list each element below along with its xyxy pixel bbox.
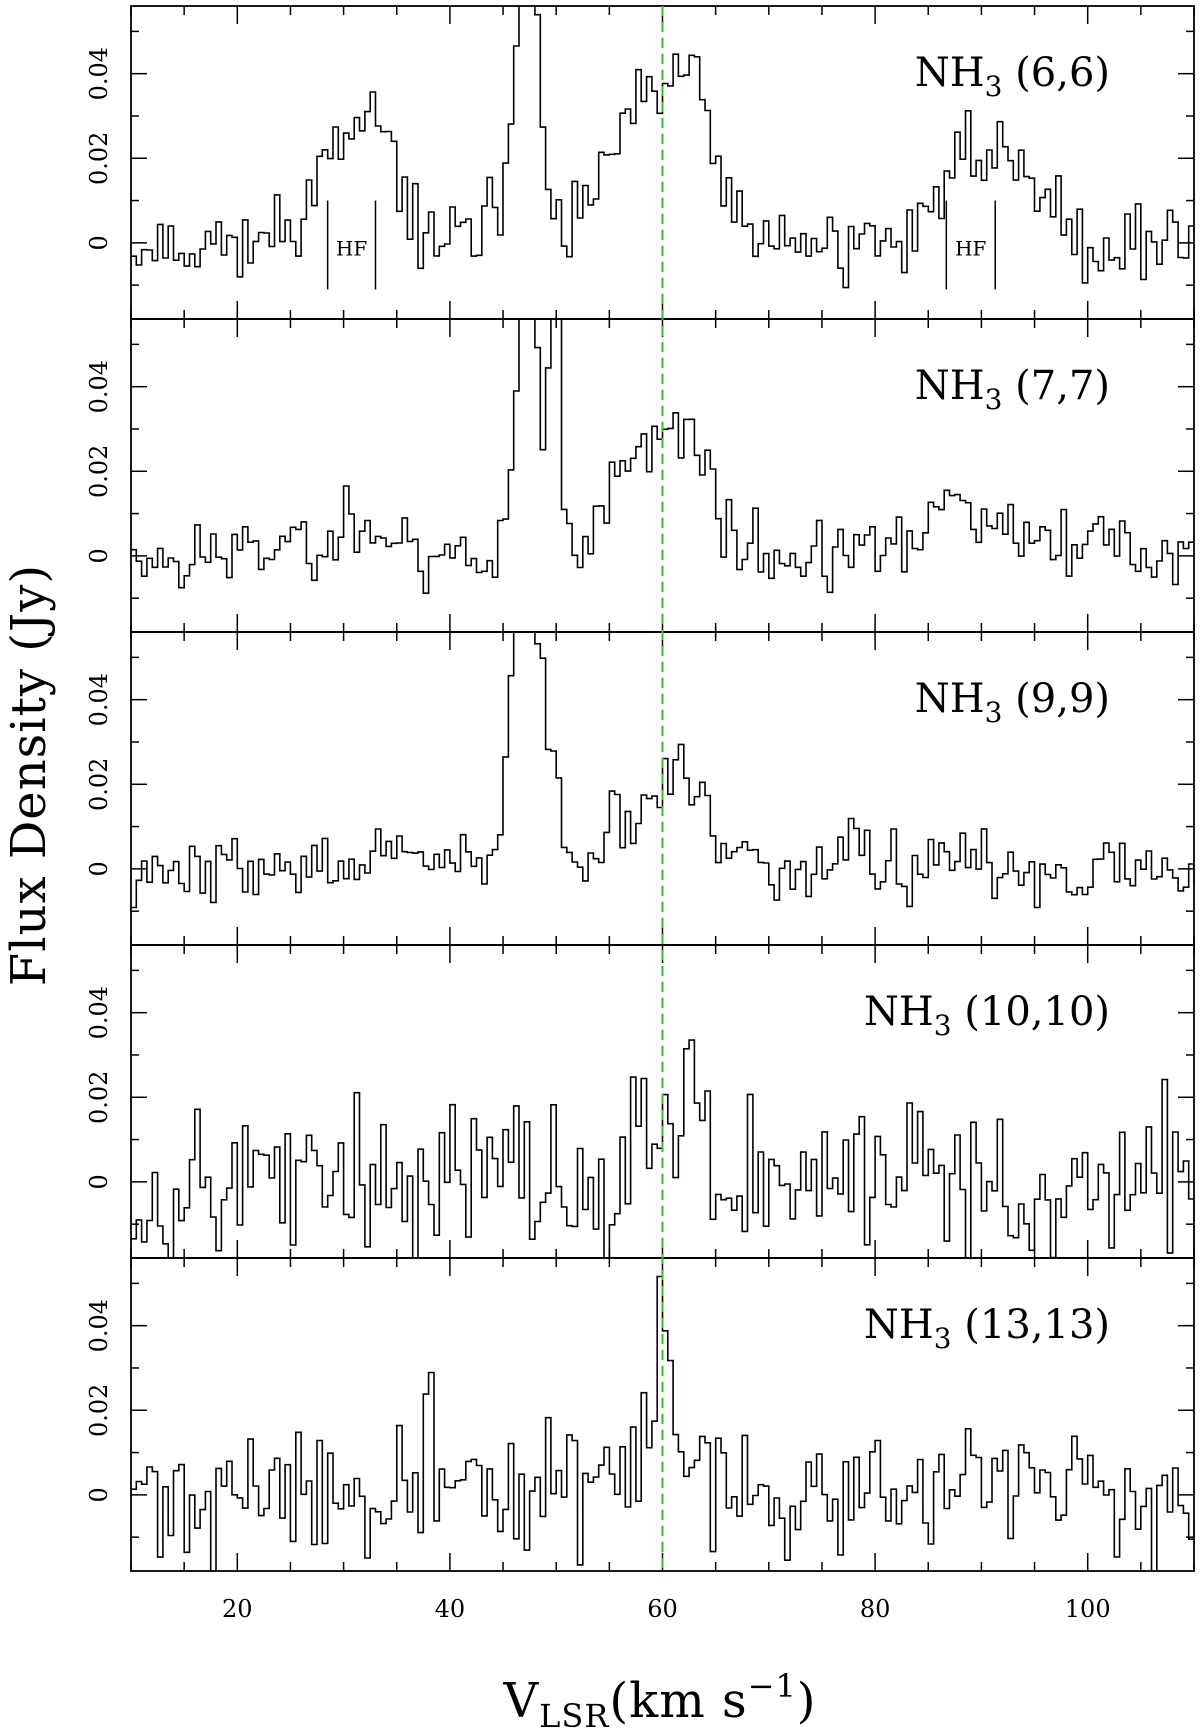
panel-label-main: NH xyxy=(915,676,985,722)
panel-label-transition: (10,10) xyxy=(952,989,1110,1035)
y-tick-label: 0.04 xyxy=(85,986,113,1039)
panel-label-transition: (7,7) xyxy=(1002,363,1110,409)
panel-label: NH3 (13,13) xyxy=(864,1302,1110,1355)
panel-label-sub: 3 xyxy=(985,696,1003,729)
panel-0: 0 0.02 0.04 NH3 (6,6) HF HF xyxy=(85,5,1195,320)
x-tick-labels: 20 40 60 80 100 xyxy=(222,1595,1111,1623)
y-tick-label: 0.04 xyxy=(85,1299,113,1352)
panel-label-sub: 3 xyxy=(985,70,1003,103)
panel-label-sub: 3 xyxy=(934,1009,952,1042)
panel-label-main: NH xyxy=(915,50,985,96)
panel-2: 0 0.02 0.04 NH3 (9,9) xyxy=(85,631,1195,946)
x-axis-title-unit: (km s xyxy=(609,1673,747,1729)
panel-3: 0 0.02 0.04 NH3 (10,10) xyxy=(85,944,1195,1259)
panel-label: NH3 (9,9) xyxy=(915,676,1110,729)
y-tick-label: 0.02 xyxy=(85,1071,113,1124)
x-tick-label: 40 xyxy=(435,1595,466,1623)
spectrum-line xyxy=(131,1275,1194,1571)
y-tick-label: 0 xyxy=(85,235,113,250)
panel-label-sub: 3 xyxy=(985,383,1003,416)
x-axis-title: VLSR(km s−1) xyxy=(502,1667,816,1729)
panel-label-transition: (9,9) xyxy=(1002,676,1110,722)
x-tick-label: 80 xyxy=(860,1595,891,1623)
panel-label-transition: (6,6) xyxy=(1002,50,1110,96)
x-axis-title-unit-close: ) xyxy=(797,1673,817,1729)
y-tick-label: 0.04 xyxy=(85,360,113,413)
x-tick-label: 100 xyxy=(1065,1595,1111,1623)
y-tick-label: 0.04 xyxy=(85,47,113,100)
panel-label-main: NH xyxy=(864,1302,934,1348)
panel-label: NH3 (7,7) xyxy=(915,363,1110,416)
y-axis-title: Flux Density (Jy) xyxy=(1,564,57,986)
x-tick-label: 20 xyxy=(222,1595,253,1623)
y-tick-label: 0 xyxy=(85,548,113,563)
y-tick-label: 0 xyxy=(85,1487,113,1502)
panel-1: 0 0.02 0.04 NH3 (7,7) xyxy=(85,318,1195,633)
hf-label: HF xyxy=(336,237,367,261)
panel-label-main: NH xyxy=(915,363,985,409)
panel-label: NH3 (6,6) xyxy=(915,50,1110,103)
y-tick-label: 0.02 xyxy=(85,132,113,185)
y-tick-label: 0.04 xyxy=(85,673,113,726)
y-tick-label: 0 xyxy=(85,1174,113,1189)
panel-label-main: NH xyxy=(864,989,934,1035)
x-axis-title-sub: LSR xyxy=(539,1697,609,1729)
hf-label: HF xyxy=(955,237,986,261)
panel-label-sub: 3 xyxy=(934,1322,952,1355)
panel-label: NH3 (10,10) xyxy=(864,989,1110,1042)
x-tick-label: 60 xyxy=(647,1595,678,1623)
y-tick-label: 0 xyxy=(85,861,113,876)
x-axis-title-main: V xyxy=(502,1673,539,1729)
spectrum-line xyxy=(131,6,1194,289)
y-tick-label: 0.02 xyxy=(85,445,113,498)
x-axis-title-unit-sup: −1 xyxy=(748,1667,797,1705)
y-tick-label: 0.02 xyxy=(85,758,113,811)
panel-4: 0 0.02 0.04 NH3 (13,13) xyxy=(85,1257,1195,1572)
panel-label-transition: (13,13) xyxy=(952,1302,1110,1348)
y-tick-label: 0.02 xyxy=(85,1384,113,1437)
